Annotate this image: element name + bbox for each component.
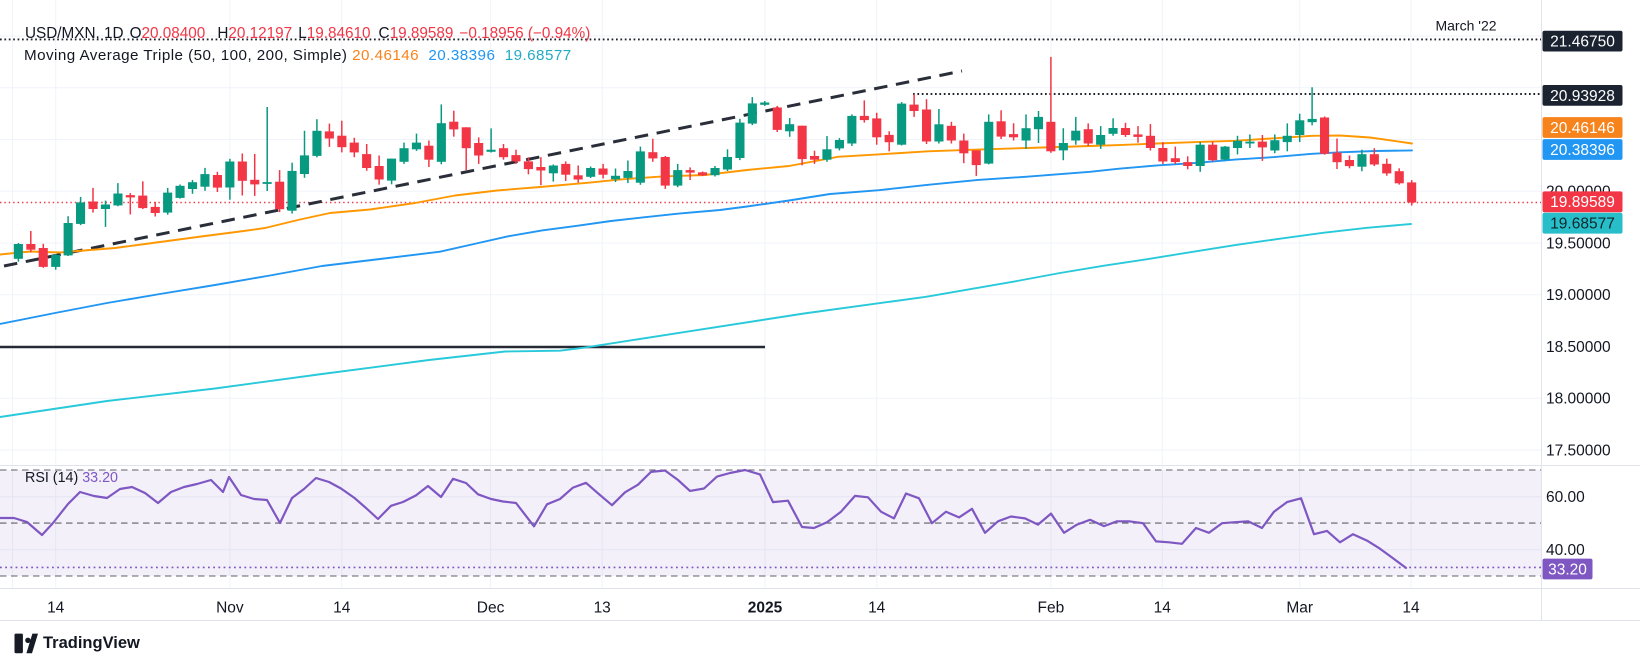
svg-text:60.00: 60.00 xyxy=(1546,489,1585,506)
svg-text:2025: 2025 xyxy=(748,600,783,617)
svg-text:14: 14 xyxy=(1402,600,1420,617)
svg-text:20.93928: 20.93928 xyxy=(1550,88,1615,105)
svg-text:18.50000: 18.50000 xyxy=(1546,339,1611,356)
svg-text:21.46750: 21.46750 xyxy=(1550,34,1615,51)
svg-text:20.38396: 20.38396 xyxy=(1550,142,1615,159)
svg-text:14: 14 xyxy=(868,600,886,617)
svg-text:40.00: 40.00 xyxy=(1546,542,1585,559)
svg-text:Mar: Mar xyxy=(1286,600,1313,617)
svg-text:19.50000: 19.50000 xyxy=(1546,235,1611,252)
svg-text:14: 14 xyxy=(333,600,351,617)
svg-text:18.00000: 18.00000 xyxy=(1546,391,1611,408)
svg-text:March '22: March '22 xyxy=(1435,18,1496,34)
svg-text:13: 13 xyxy=(594,600,611,617)
svg-text:33.20: 33.20 xyxy=(1548,561,1587,578)
svg-text:17.50000: 17.50000 xyxy=(1546,442,1611,459)
svg-text:20.46146: 20.46146 xyxy=(1550,120,1615,137)
svg-text:Feb: Feb xyxy=(1038,600,1065,617)
svg-text:14: 14 xyxy=(47,600,65,617)
svg-text:19.00000: 19.00000 xyxy=(1546,287,1611,304)
svg-text:Dec: Dec xyxy=(477,600,505,617)
svg-text:19.89589: 19.89589 xyxy=(1550,194,1615,211)
svg-text:19.68577: 19.68577 xyxy=(1550,216,1615,233)
svg-text:Nov: Nov xyxy=(216,600,244,617)
svg-text:14: 14 xyxy=(1154,600,1172,617)
